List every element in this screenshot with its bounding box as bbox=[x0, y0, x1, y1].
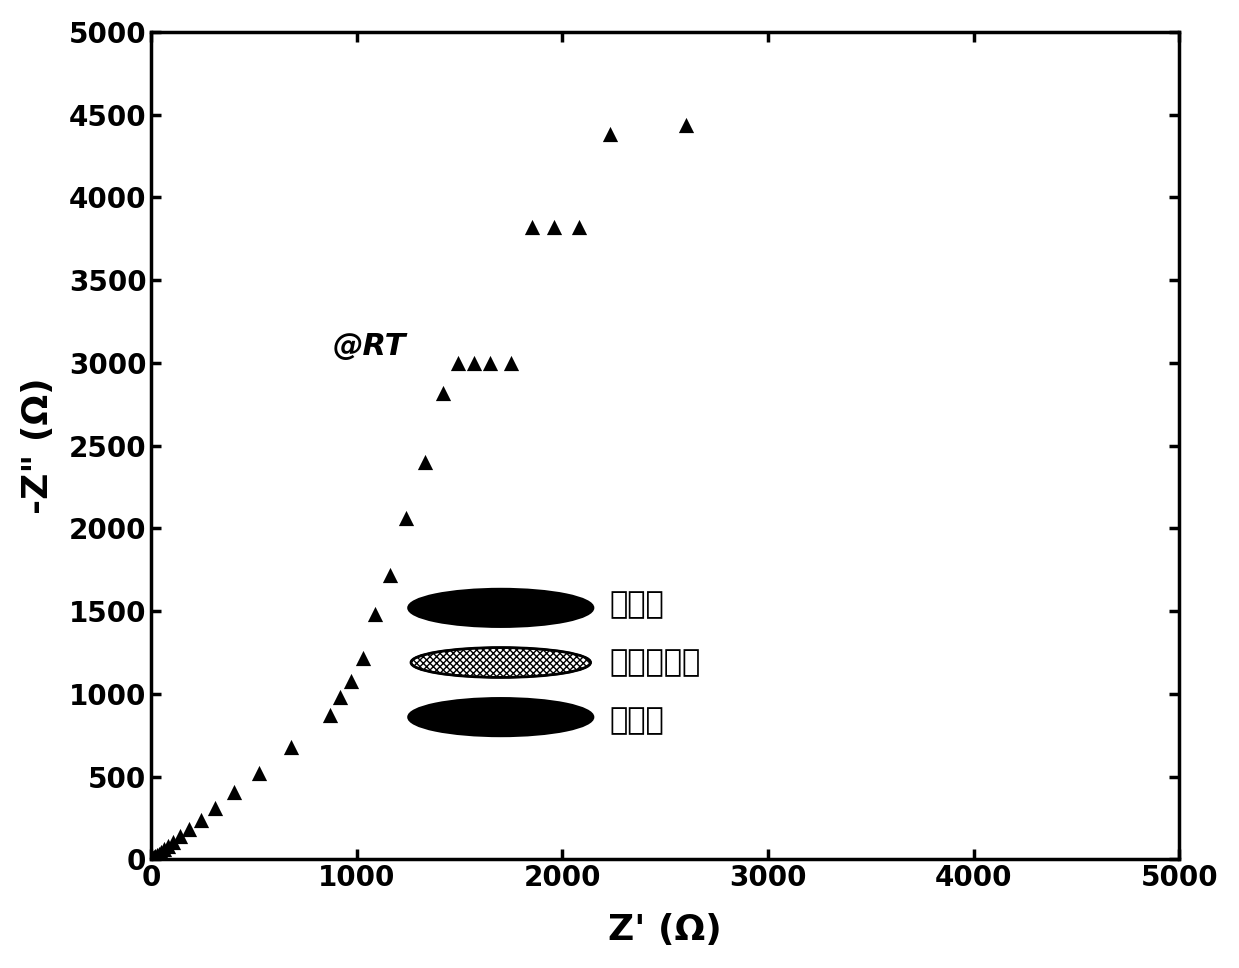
Point bbox=[249, 765, 269, 780]
Point bbox=[170, 829, 190, 844]
Point bbox=[434, 385, 453, 401]
Point bbox=[320, 708, 339, 723]
Point bbox=[206, 801, 225, 816]
Point bbox=[544, 220, 564, 235]
Point bbox=[415, 454, 435, 469]
Point bbox=[676, 117, 696, 133]
Point bbox=[191, 812, 211, 828]
Y-axis label: -Z" (Ω): -Z" (Ω) bbox=[21, 378, 55, 514]
Point bbox=[481, 355, 501, 371]
Point bbox=[145, 848, 165, 863]
Point bbox=[341, 673, 361, 688]
Text: @RT: @RT bbox=[332, 332, 405, 361]
Point bbox=[147, 847, 167, 862]
Point bbox=[159, 838, 178, 854]
Point bbox=[180, 821, 199, 836]
Text: 不锈钓: 不锈钓 bbox=[610, 590, 664, 620]
X-axis label: Z' (Ω): Z' (Ω) bbox=[608, 913, 722, 947]
Point bbox=[366, 607, 385, 622]
Point bbox=[353, 650, 373, 665]
Point bbox=[380, 567, 400, 583]
Ellipse shape bbox=[408, 589, 593, 627]
Point bbox=[149, 846, 169, 862]
Point bbox=[501, 355, 520, 371]
Point bbox=[331, 689, 351, 705]
Point bbox=[224, 785, 244, 801]
Point bbox=[142, 851, 162, 866]
Point bbox=[151, 844, 171, 860]
Point bbox=[145, 849, 165, 864]
Point bbox=[154, 841, 173, 857]
Text: 固态电解质: 固态电解质 bbox=[610, 648, 701, 677]
Point bbox=[396, 511, 416, 527]
Point bbox=[142, 851, 162, 866]
Ellipse shape bbox=[411, 648, 591, 678]
Text: 不锈钓: 不锈钓 bbox=[610, 706, 664, 735]
Point bbox=[281, 740, 301, 755]
Point bbox=[600, 127, 620, 142]
Point bbox=[164, 833, 183, 849]
Point bbox=[465, 355, 484, 371]
Ellipse shape bbox=[408, 698, 593, 736]
Point bbox=[522, 220, 541, 235]
Point bbox=[569, 220, 589, 235]
Point bbox=[144, 850, 164, 865]
Point bbox=[142, 851, 162, 866]
Point bbox=[447, 355, 467, 371]
